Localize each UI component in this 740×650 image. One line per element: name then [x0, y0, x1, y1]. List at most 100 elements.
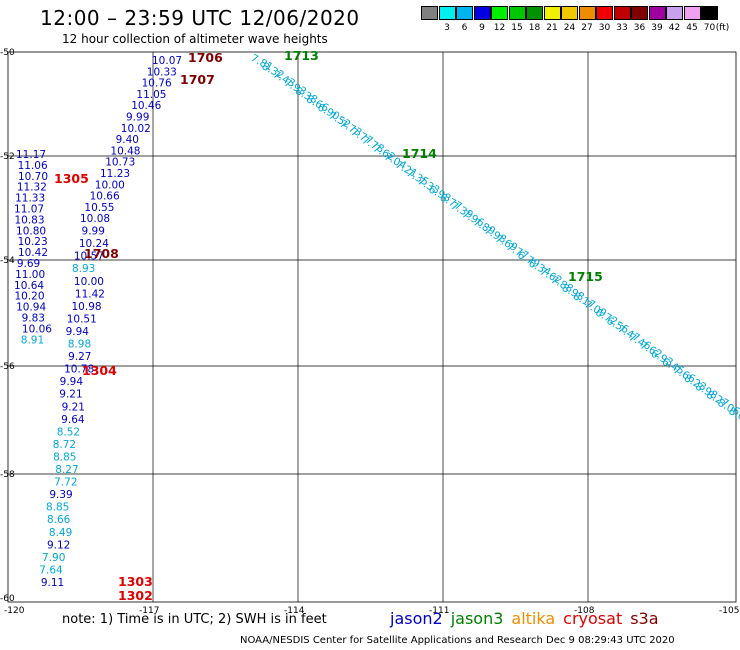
- lon-tick-label: -105: [719, 606, 739, 616]
- page-subtitle: 12 hour collection of altimeter wave hei…: [62, 32, 328, 46]
- scale-swatch: [438, 6, 456, 20]
- wave-height-point: 9.83: [22, 313, 45, 325]
- legend-jason3: jason3: [450, 609, 504, 628]
- lat-tick-label: -58: [0, 470, 15, 480]
- lon-tick-label: -120: [4, 606, 25, 616]
- scale-swatch: [421, 6, 438, 20]
- scale-label: 21: [546, 23, 558, 33]
- wave-height-point: 10.02: [121, 123, 151, 135]
- wave-height-point: 9.21: [62, 401, 85, 413]
- scale-label: 36: [633, 23, 646, 33]
- wave-height-point: 10.51: [67, 313, 97, 325]
- scale-swatch: [561, 6, 578, 20]
- scale-swatch: [543, 6, 561, 20]
- wave-height-point: 7.64: [39, 564, 63, 576]
- footnote: note: 1) Time is in UTC; 2) SWH is in fe…: [62, 612, 327, 627]
- wave-height-point: 9.94: [60, 376, 84, 388]
- wave-height-point: 10.57: [74, 251, 104, 263]
- legend-altika: altika: [511, 609, 556, 628]
- wave-height-point: 8.52: [57, 426, 80, 438]
- wave-height-point: 8.93: [72, 263, 95, 275]
- wave-height-point: 10.98: [72, 301, 102, 313]
- lat-tick-label: -52: [0, 152, 15, 162]
- wave-height-point: 10.73: [105, 157, 135, 169]
- wave-height-point: 11.05: [136, 89, 166, 101]
- scale-swatch: [683, 6, 701, 20]
- wave-height-point: 10.78: [64, 364, 94, 376]
- wave-height-point: 8.49: [49, 527, 72, 539]
- wave-height-point: 10.23: [18, 236, 48, 248]
- pass-time-label: 1303: [118, 574, 153, 589]
- scale-label: 15: [511, 23, 523, 33]
- scale-swatch: [526, 6, 543, 20]
- scale-label: 27: [581, 23, 593, 33]
- scale-swatch: [648, 6, 666, 20]
- wave-height-point: 8.85: [46, 502, 69, 514]
- wave-height-point: 9.27: [68, 351, 91, 363]
- wave-height-point: 11.06: [18, 160, 48, 172]
- scale-label: 3: [444, 23, 450, 33]
- scale-label: 18: [528, 23, 541, 33]
- wave-height-point: 8.66: [47, 514, 71, 526]
- wave-height-point: 9.40: [116, 134, 139, 146]
- wave-height-point: 10.83: [14, 214, 44, 226]
- page-title: 12:00 – 23:59 UTC 12/06/2020: [40, 6, 360, 30]
- wave-height-point: 9.39: [49, 489, 72, 501]
- wave-height-point: 10.55: [84, 202, 114, 214]
- wave-height-point: 11.00: [15, 269, 45, 281]
- scale-label: 70: [703, 23, 716, 33]
- wave-height-point: 10.64: [14, 280, 44, 292]
- wave-height-point: 10.20: [14, 291, 44, 303]
- scale-swatch: [578, 6, 596, 20]
- scale-label: 30: [598, 23, 611, 33]
- wave-height-point: 10.94: [16, 302, 46, 314]
- lat-tick-label: -56: [0, 362, 15, 372]
- scale-label: 9: [479, 23, 485, 33]
- legend-jason2: jason2: [390, 609, 443, 628]
- wave-height-point: 10.76: [142, 78, 172, 90]
- scale-label: 6: [461, 23, 468, 33]
- wave-height-point: 11.33: [15, 193, 45, 205]
- legend-cryosat: cryosat: [563, 609, 623, 628]
- wave-height-point: 10.66: [90, 191, 120, 203]
- pass-time-label: 1715: [568, 269, 603, 284]
- scale-swatch: [666, 6, 683, 20]
- pass-time-label: 1707: [180, 72, 215, 87]
- wave-height-point: 9.99: [82, 226, 105, 238]
- scale-unit: (ft): [715, 23, 730, 33]
- wave-height-point: 8.98: [68, 339, 91, 351]
- lon-tick-label: -114: [284, 606, 305, 616]
- scale-swatch: [508, 6, 526, 20]
- scale-label: 24: [563, 23, 576, 33]
- wave-height-point: 9.64: [61, 414, 85, 426]
- scale-swatch: [491, 6, 508, 20]
- wave-height-point: 7.72: [54, 477, 77, 489]
- scale-swatch: [613, 6, 631, 20]
- pass-time-label: 1305: [54, 171, 89, 186]
- lon-tick-label: -117: [139, 606, 159, 616]
- wave-height-point: 7.90: [42, 552, 65, 564]
- wave-height-point: 11.17: [16, 149, 46, 161]
- legend-s3a: s3a: [630, 609, 659, 628]
- lon-tick-label: -111: [429, 606, 449, 616]
- map-frame: [7, 51, 737, 603]
- wave-height-point: 8.72: [53, 439, 76, 451]
- wave-height-point: 10.07: [152, 55, 182, 67]
- scale-label: 12: [493, 23, 506, 33]
- scale-label: 42: [668, 23, 681, 33]
- wave-height-point: 10.33: [147, 66, 177, 78]
- scale-swatch: [456, 6, 473, 20]
- wave-height-point: 9.69: [17, 258, 40, 270]
- wave-height-point: 9.12: [47, 539, 70, 551]
- pass-time-label: 1708: [84, 246, 119, 261]
- lat-tick-label: -60: [0, 594, 15, 604]
- pass-time-label: 1706: [188, 50, 223, 65]
- wave-height-point: 10.70: [18, 171, 48, 183]
- wave-height-point: 8.27: [55, 464, 78, 476]
- pass-time-label: 1713: [284, 48, 319, 63]
- wave-height-point: 11.23: [100, 168, 130, 180]
- scale-swatch: [596, 6, 613, 20]
- wave-height-point: 8.85: [53, 451, 76, 463]
- credit-line: NOAA/NESDIS Center for Satellite Applica…: [240, 635, 675, 646]
